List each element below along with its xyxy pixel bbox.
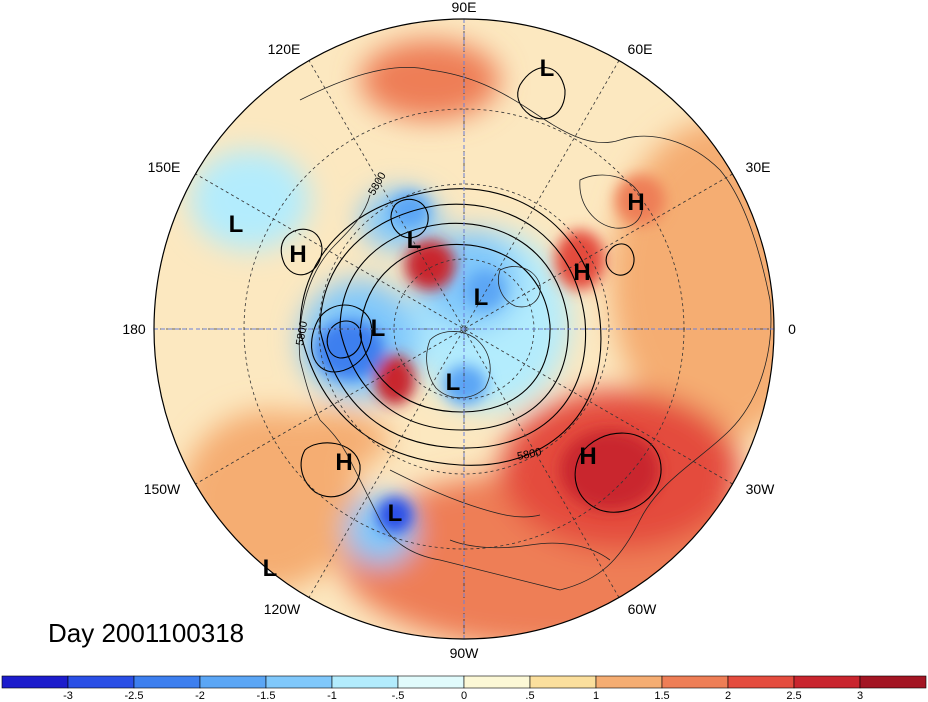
colorbar-tick-label: -3 <box>63 690 73 702</box>
lon-label-120e: 120E <box>268 41 301 57</box>
colorbar-tick-label: -2 <box>195 690 205 702</box>
pressure-center-high: H <box>289 241 306 268</box>
colorbar-tick-label: -2.5 <box>125 690 144 702</box>
meridian <box>308 60 620 598</box>
meridian <box>195 173 733 485</box>
colorbar-swatch <box>793 675 861 689</box>
height-contour <box>339 222 569 431</box>
colorbar-swatch <box>595 675 663 689</box>
colorbar-swatch <box>67 675 135 689</box>
meridian <box>195 173 733 485</box>
coastline <box>298 194 371 421</box>
pressure-center-low: L <box>474 284 489 311</box>
height-contour <box>574 432 662 513</box>
colorbar-swatch <box>133 675 201 689</box>
colorbar-swatch <box>331 675 399 689</box>
day-label: Day 2001100318 <box>48 618 245 648</box>
contour-label: 5800 <box>294 320 310 346</box>
height-contour <box>390 198 429 239</box>
pressure-center-low: L <box>371 315 386 342</box>
lon-label-150w: 150W <box>144 481 181 497</box>
lon-label-30w: 30W <box>746 481 776 497</box>
colorbar-swatch <box>661 675 729 689</box>
map-boundary <box>153 18 775 640</box>
anomaly-field <box>154 19 774 639</box>
lon-label-60w: 60W <box>628 601 658 617</box>
colorbar-tick-label: 3 <box>857 690 863 702</box>
coastline <box>498 266 541 308</box>
lon-label-90e: 90E <box>452 0 477 15</box>
pressure-center-low: L <box>540 55 555 82</box>
colorbar-swatch <box>859 675 927 689</box>
colorbar-tick-label: -.5 <box>392 690 405 702</box>
height-contour <box>517 67 566 120</box>
lon-label-90w: 90W <box>450 645 480 661</box>
colorbar-tick-label: -1 <box>327 690 337 702</box>
colorbar-tick-label: 1.5 <box>654 690 669 702</box>
colorbar-swatch <box>199 675 267 689</box>
colorbar-swatch <box>265 675 333 689</box>
colorbar-tick-label: 1 <box>593 690 599 702</box>
coastlines <box>298 66 772 591</box>
colorbar-tick-label: 0 <box>461 690 467 702</box>
lon-label-150e: 150E <box>148 159 181 175</box>
longitude-labels: 90E 60E 30E 0 30W 60W 90W 120W 150W 180 … <box>122 0 796 661</box>
colorbar-tick-label: -1.5 <box>257 690 276 702</box>
coastline <box>389 469 541 518</box>
height-contour <box>326 320 362 359</box>
colorbar-swatch <box>1 675 69 689</box>
lon-label-0: 0 <box>788 321 796 337</box>
pressure-center-high: H <box>627 189 644 216</box>
colorbar-swatch <box>463 675 531 689</box>
height-contour <box>359 243 551 413</box>
colorbar-swatch <box>727 675 795 689</box>
height-contour <box>299 188 602 466</box>
lon-label-30e: 30E <box>746 159 771 175</box>
meridian <box>308 60 620 598</box>
contour-label: 5800 <box>516 446 542 463</box>
pressure-centers: L L H L L L L H H H H L L <box>229 55 645 582</box>
height-contour <box>605 243 635 276</box>
height-contour <box>319 203 587 449</box>
lon-label-180: 180 <box>122 321 146 337</box>
pressure-center-high: H <box>579 443 596 470</box>
colorbar-tick-label: .5 <box>525 690 534 702</box>
pressure-center-low: L <box>229 211 244 238</box>
height-contour <box>300 442 361 498</box>
coastline <box>299 66 772 591</box>
pressure-center-low: L <box>263 555 278 582</box>
colorbar-swatch <box>529 675 597 689</box>
pressure-center-low: L <box>388 500 403 527</box>
height-contour <box>280 228 323 276</box>
coastline <box>426 331 491 399</box>
pressure-center-high: H <box>573 259 590 286</box>
coastline <box>449 539 611 561</box>
height-contour <box>310 304 373 373</box>
coastline <box>579 174 643 229</box>
colorbar-tick-label: 2 <box>725 690 731 702</box>
colorbar: -3 -2.5 -2 -1.5 -1 -.5 0 .5 1 1.5 2 2.5 3 <box>1 675 927 702</box>
height-contours <box>280 67 662 513</box>
pressure-center-low: L <box>446 369 461 396</box>
pressure-center-high: H <box>335 449 352 476</box>
lon-label-120w: 120W <box>264 601 301 617</box>
colorbar-tick-label: 2.5 <box>786 690 801 702</box>
pressure-center-low: L <box>407 227 422 254</box>
colorbar-swatch <box>397 675 465 689</box>
lon-label-60e: 60E <box>628 41 653 57</box>
coastline <box>319 419 561 591</box>
